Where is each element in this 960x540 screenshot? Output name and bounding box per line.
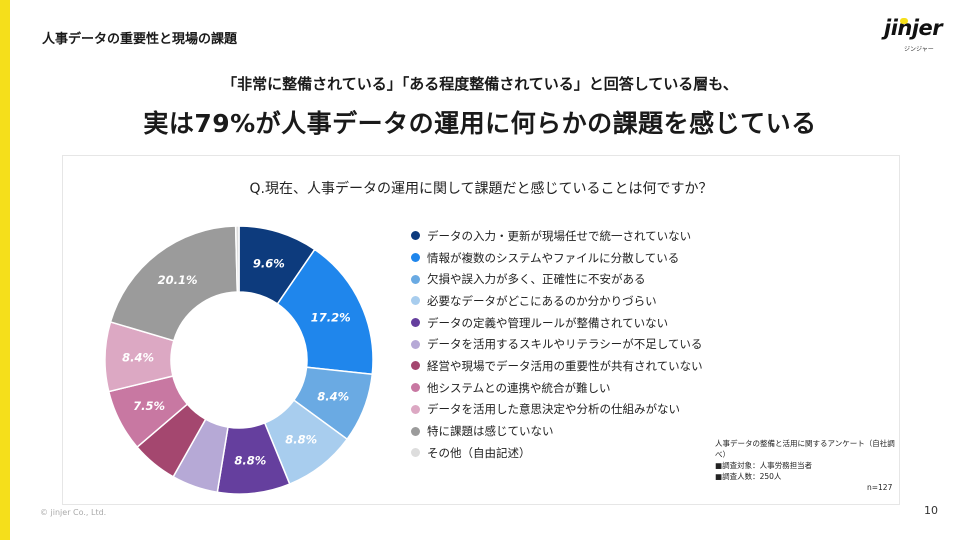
legend-dot-icon [411, 318, 420, 328]
legend-dot-icon [411, 296, 420, 306]
donut-labels: 9.6% 17.2% 8.4% 8.8% 8.8% 7.5% 8.4% 20.1% [122, 257, 351, 468]
legend-item-7: 経営や現場でデータ活用の重要性が共有されていない [411, 355, 703, 377]
section-title: 人事データの重要性と現場の課題 [42, 32, 238, 47]
slice-value-label-9: 8.4% [122, 350, 154, 364]
legend-label: その他（自由記述） [427, 445, 531, 460]
legend-dot-icon [411, 253, 420, 263]
legend-dot-icon [411, 404, 420, 414]
legend-label: 特に課題は感じていない [427, 424, 554, 439]
slice-value-label-8: 7.5% [133, 399, 165, 413]
headline-sub: 「非常に整備されている」「ある程度整備されている」と回答している層も、 [222, 75, 738, 93]
jinjer-logo: jinjer ジンジャー [884, 16, 944, 56]
logo-wordmark: jinjer [884, 16, 943, 40]
survey-count: ■調査人数：250人 [715, 472, 782, 481]
legend-dot-icon [411, 383, 420, 393]
donut-slice-11 [234, 225, 240, 293]
survey-note: 人事データの整備と活用に関するアンケート（自社調べ） ■調査対象：人事労務担当者… [715, 438, 895, 482]
slice-value-label-2: 17.2% [311, 311, 351, 325]
legend-dot-icon [411, 361, 420, 371]
legend-dot-icon [411, 448, 420, 458]
chart-panel: Q.現在、人事データの運用に関して課題だと感じていることは何ですか？ 9.6% 1… [62, 155, 900, 505]
headline-main: 実は79%が人事データの運用に何らかの課題を感じている [143, 109, 817, 138]
page-number: 10 [924, 504, 938, 517]
legend-label: データの入力・更新が現場任せで統一されていない [427, 228, 692, 243]
sample-size: n=127 [867, 483, 893, 492]
legend-dot-icon [411, 339, 420, 349]
legend-item-8: 他システムとの連携や統合が難しい [411, 377, 703, 399]
logo-accent-shape [900, 18, 908, 24]
legend-label: 他システムとの連携や統合が難しい [427, 380, 611, 395]
slice-value-label-10: 20.1% [158, 273, 198, 287]
legend-label: データを活用するスキルやリテラシーが不足している [427, 337, 703, 352]
legend-label: 情報が複数のシステムやファイルに分散している [427, 250, 680, 265]
legend-item-2: 情報が複数のシステムやファイルに分散している [411, 247, 703, 269]
legend-dot-icon [411, 274, 420, 284]
legend-label: データを活用した意思決定や分析の仕組みがない [427, 402, 680, 417]
chart-title: Q.現在、人事データの運用に関して課題だと感じていることは何ですか？ [249, 181, 713, 197]
donut-chart: 9.6% 17.2% 8.4% 8.8% 8.8% 7.5% 8.4% 20.1% [104, 225, 374, 495]
survey-title: 人事データの整備と活用に関するアンケート（自社調べ） [715, 439, 895, 459]
legend-label: データの定義や管理ルールが整備されていない [427, 315, 669, 330]
legend-item-5: データの定義や管理ルールが整備されていない [411, 312, 703, 334]
legend-dot-icon [411, 426, 420, 436]
slice-value-label-4: 8.8% [285, 433, 317, 447]
legend-item-11: その他（自由記述） [411, 442, 703, 464]
legend-item-10: 特に課題は感じていない [411, 420, 703, 442]
copyright: © jinjer Co., Ltd. [40, 508, 107, 517]
survey-target: ■調査対象：人事労務担当者 [715, 461, 813, 470]
legend-label: 必要なデータがどこにあるのか分かりづらい [427, 293, 657, 308]
legend-label: 経営や現場でデータ活用の重要性が共有されていない [427, 358, 703, 373]
legend-dot-icon [411, 231, 420, 241]
slice-value-label-5: 8.8% [234, 453, 266, 467]
accent-bar [0, 0, 10, 540]
logo-subtext: ジンジャー [904, 46, 934, 53]
chart-legend: データの入力・更新が現場任せで統一されていない 情報が複数のシステムやファイルに分… [411, 225, 703, 464]
legend-item-4: 必要なデータがどこにあるのか分かりづらい [411, 290, 703, 312]
legend-item-6: データを活用するスキルやリテラシーが不足している [411, 333, 703, 355]
donut-slices [104, 225, 374, 495]
legend-item-3: 欠損や誤入力が多く、正確性に不安がある [411, 268, 703, 290]
legend-item-9: データを活用した意思決定や分析の仕組みがない [411, 399, 703, 421]
donut-slice-10 [109, 225, 239, 342]
legend-item-1: データの入力・更新が現場任せで統一されていない [411, 225, 703, 247]
legend-label: 欠損や誤入力が多く、正確性に不安がある [427, 272, 646, 287]
slice-value-label-1: 9.6% [253, 257, 285, 271]
slice-value-label-3: 8.4% [317, 389, 349, 403]
